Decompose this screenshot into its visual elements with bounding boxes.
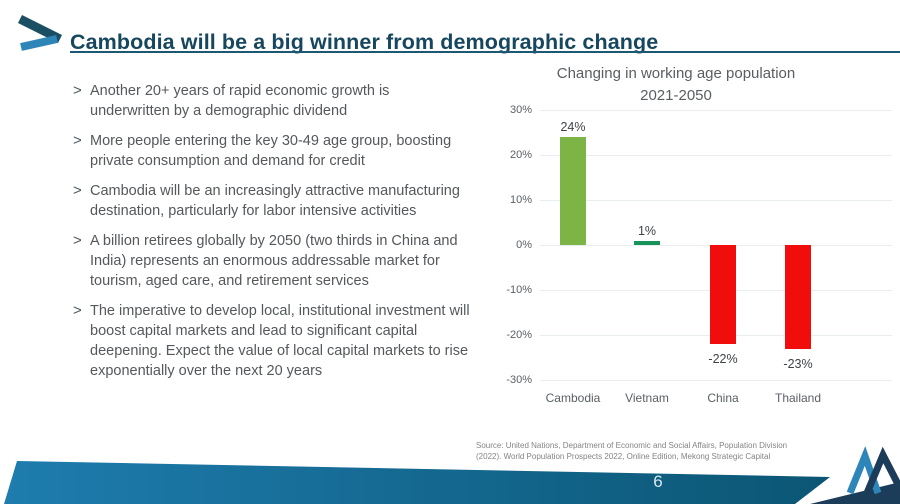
- y-axis-tick: -30%: [506, 373, 532, 386]
- bullet-marker: >: [73, 302, 82, 319]
- chart-title-line2: 2021-2050: [640, 87, 712, 104]
- list-item: > A billion retirees globally by 2050 (tw…: [73, 231, 473, 291]
- bullet-text: Cambodia will be an increasingly attract…: [90, 183, 460, 219]
- bullet-text: The imperative to develop local, institu…: [90, 303, 470, 379]
- source-line1: Source: United Nations, Department of Ec…: [476, 441, 788, 450]
- page-number: 6: [653, 472, 663, 491]
- y-axis-tick: -20%: [506, 328, 532, 341]
- title-underline: [70, 51, 900, 53]
- x-axis-label: Thailand: [774, 391, 822, 405]
- bar-vietnam: [634, 240, 660, 245]
- bullet-text: Another 20+ years of rapid economic grow…: [90, 83, 390, 119]
- brand-m-logo: [846, 446, 900, 495]
- bar-cambodia: [560, 137, 586, 245]
- list-item: > Another 20+ years of rapid economic gro…: [73, 81, 473, 121]
- list-item: > More people entering the key 30-49 age …: [73, 131, 473, 171]
- source-line2: (2022). World Population Prospects 2022,…: [476, 451, 771, 461]
- bullet-marker: >: [73, 182, 82, 199]
- y-axis-tick: 30%: [509, 103, 532, 116]
- chart-title-line1: Changing in working age population: [556, 65, 796, 82]
- bullet-marker: >: [73, 232, 82, 249]
- y-axis-tick: 0%: [516, 238, 532, 251]
- gridline: [540, 380, 892, 381]
- bar-value-label: 24%: [560, 120, 586, 134]
- bullet-marker: >: [73, 82, 82, 99]
- footer-ribbon: [4, 446, 900, 504]
- gridline: [540, 155, 892, 156]
- list-item: > Cambodia will be an increasingly attrac…: [73, 181, 473, 221]
- bar-value-label: 1%: [637, 223, 657, 238]
- bullet-text: A billion retirees globally by 2050 (two…: [90, 233, 458, 289]
- bullet-list: > Another 20+ years of rapid economic gro…: [73, 81, 473, 381]
- brand-chevron-logo: [17, 14, 63, 51]
- page-title: Cambodia will be a big winner from demog…: [70, 30, 659, 55]
- chart-title: Changing in working age population 2021-…: [478, 63, 874, 107]
- x-axis-label: China: [707, 391, 739, 405]
- y-axis-tick: 10%: [509, 193, 532, 206]
- y-axis-tick: 20%: [509, 148, 532, 161]
- x-axis-label: Vietnam: [625, 391, 669, 405]
- y-axis-tick: -10%: [506, 283, 532, 296]
- bar-thailand: [785, 245, 811, 349]
- gridline: [540, 110, 892, 111]
- bullet-marker: >: [73, 132, 82, 149]
- list-item: > The imperative to develop local, instit…: [73, 301, 473, 381]
- bar-value-label: -22%: [708, 352, 738, 366]
- footer-teal-band: [4, 461, 830, 504]
- x-axis-label: Cambodia: [545, 391, 601, 405]
- bullet-text: More people entering the key 30-49 age g…: [90, 133, 452, 169]
- gridline: [540, 200, 892, 201]
- source-note: Source: United Nations, Department of Ec…: [476, 441, 896, 462]
- bar-value-label: -23%: [783, 356, 813, 371]
- bar-china: [710, 245, 736, 344]
